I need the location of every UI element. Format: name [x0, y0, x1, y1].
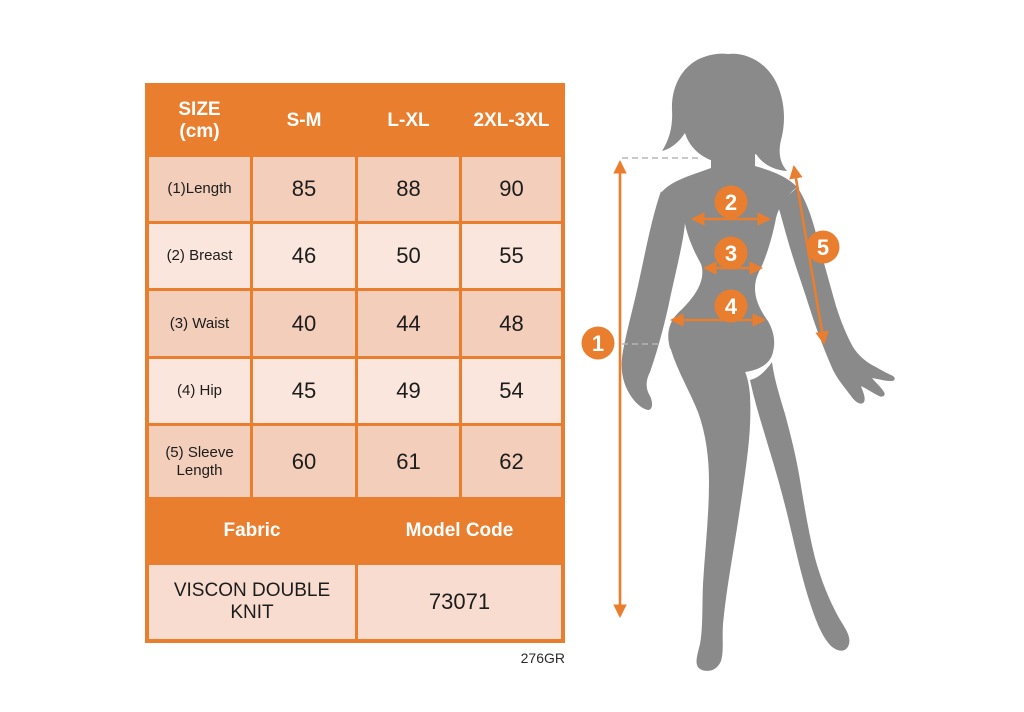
badge-2-number: 2 — [725, 190, 737, 215]
badge-1-circle — [581, 326, 615, 360]
badge-2-circle — [714, 185, 748, 219]
badge-4-number: 4 — [725, 294, 738, 319]
female-silhouette — [621, 53, 895, 671]
waist-2xl-3xl: 48 — [462, 291, 561, 356]
silhouette-right-leg — [750, 362, 850, 651]
corner-header-line2: (cm) — [179, 120, 220, 142]
silhouette-right-arm — [777, 187, 895, 404]
sleeve-2xl-3xl: 62 — [462, 426, 561, 497]
col-header-2xl-3xl: 2XL-3XL — [462, 87, 561, 154]
length-s-m: 85 — [253, 157, 355, 221]
breast-2xl-3xl: 55 — [462, 224, 561, 288]
length-l-xl: 88 — [358, 157, 459, 221]
silhouette-left-leg — [671, 350, 751, 671]
measurement-figure: 1 2 3 4 5 — [581, 53, 895, 671]
hip-l-xl: 49 — [358, 359, 459, 423]
col-header-s-m: S-M — [253, 87, 355, 154]
sleeve-s-m: 60 — [253, 426, 355, 497]
row-label-sleeve-length: (5) Sleeve Length — [149, 426, 250, 497]
row-label-length: (1)Length — [149, 157, 250, 221]
measure-badge-1: 1 — [581, 326, 615, 360]
breast-l-xl: 50 — [358, 224, 459, 288]
hip-2xl-3xl: 54 — [462, 359, 561, 423]
badge-4-circle — [714, 289, 748, 323]
badge-3-circle — [714, 236, 748, 270]
model-code-header: Model Code — [358, 500, 561, 562]
silhouette-left-arm — [621, 191, 686, 410]
weight-footnote: 276GR — [520, 650, 565, 666]
waist-l-xl: 44 — [358, 291, 459, 356]
measure-badge-4: 4 — [714, 289, 748, 323]
fabric-header: Fabric — [149, 500, 355, 562]
fabric-value: VISCON DOUBLE KNIT — [149, 565, 355, 639]
row-label-waist: (3) Waist — [149, 291, 250, 356]
hip-s-m: 45 — [253, 359, 355, 423]
row-label-hip: (4) Hip — [149, 359, 250, 423]
length-2xl-3xl: 90 — [462, 157, 561, 221]
waist-s-m: 40 — [253, 291, 355, 356]
size-table: SIZE (cm) S-M L-XL 2XL-3XL (1)Length 85 … — [145, 83, 565, 643]
model-code-value: 73071 — [358, 565, 561, 639]
badge-3-number: 3 — [725, 241, 737, 266]
badge-5-number: 5 — [817, 235, 829, 260]
measure-badge-2: 2 — [714, 185, 748, 219]
sleeve-l-xl: 61 — [358, 426, 459, 497]
measure-badge-5: 5 — [806, 230, 840, 264]
badge-5-circle — [806, 230, 840, 264]
corner-header-line1: SIZE — [178, 98, 221, 120]
corner-header-size-cm: SIZE (cm) — [149, 87, 250, 154]
badge-1-number: 1 — [592, 331, 604, 356]
measure-badge-3: 3 — [714, 236, 748, 270]
breast-s-m: 46 — [253, 224, 355, 288]
silhouette-hair-head — [662, 53, 787, 171]
col-header-l-xl: L-XL — [358, 87, 459, 154]
row-label-breast: (2) Breast — [149, 224, 250, 288]
